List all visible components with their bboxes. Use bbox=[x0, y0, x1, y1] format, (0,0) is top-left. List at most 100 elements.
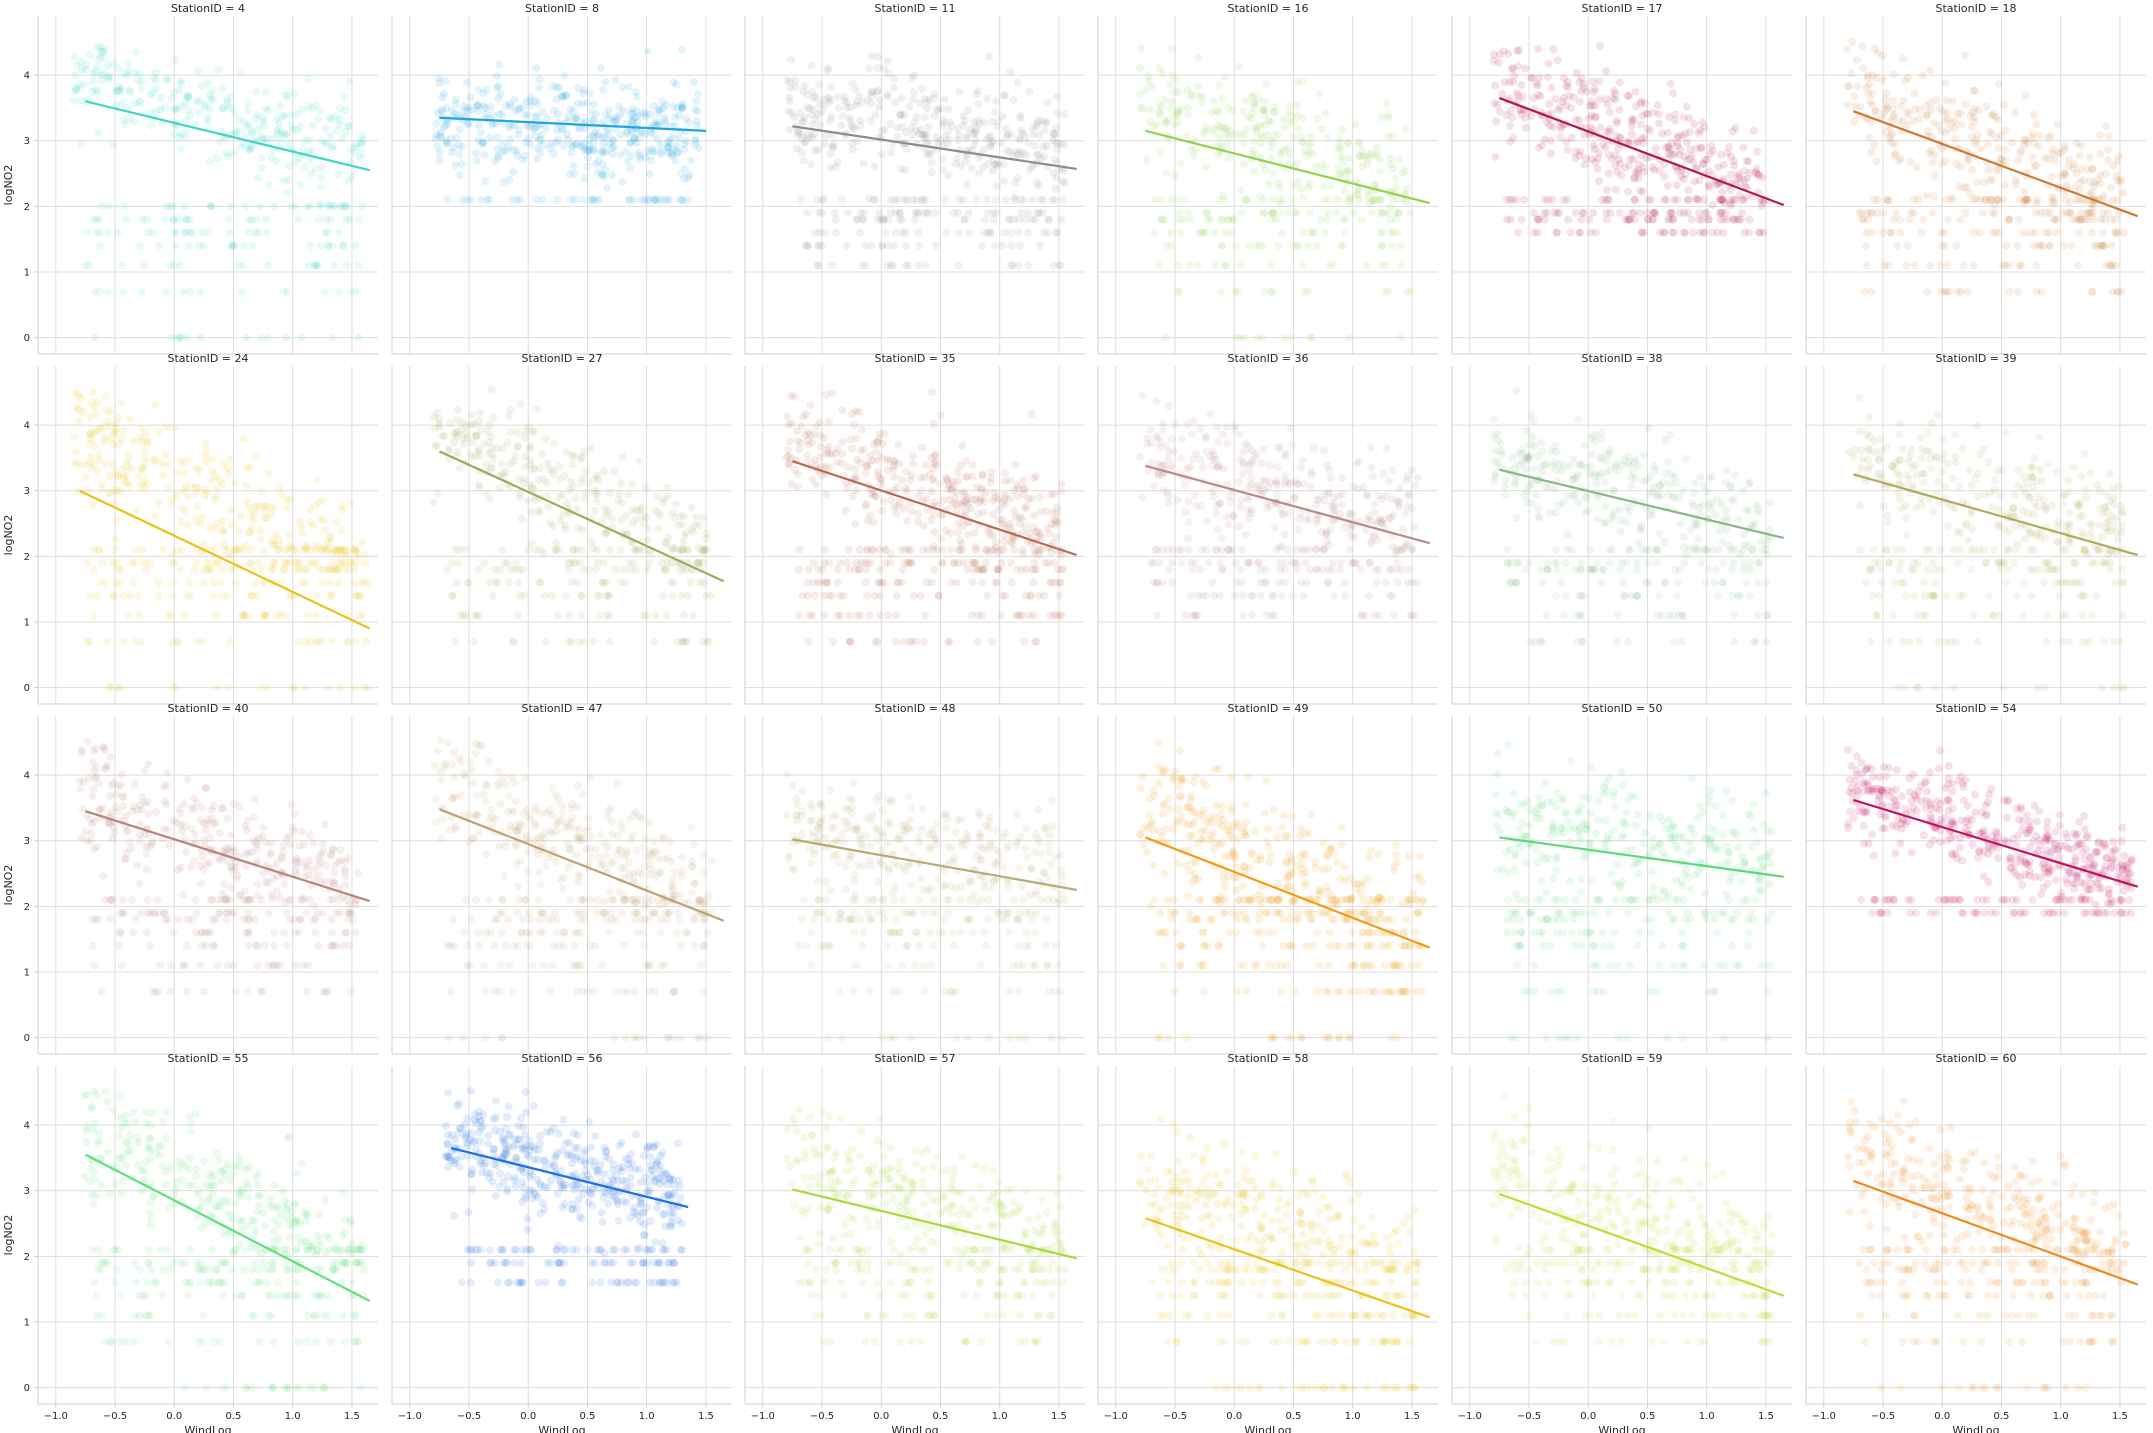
scatter-point bbox=[321, 215, 330, 224]
scatter-point bbox=[532, 113, 541, 121]
scatter-point bbox=[103, 637, 112, 646]
scatter-point bbox=[616, 110, 625, 119]
scatter-point bbox=[608, 137, 617, 146]
scatter-point bbox=[193, 502, 202, 511]
scatter-point bbox=[476, 451, 484, 460]
scatter-point bbox=[1612, 119, 1621, 128]
scatter-point bbox=[263, 135, 272, 144]
scatter-point bbox=[205, 105, 214, 114]
scatter-point bbox=[1366, 539, 1375, 548]
scatter-point bbox=[978, 611, 987, 620]
scatter-point bbox=[611, 76, 620, 85]
scatter-point bbox=[72, 84, 81, 93]
scatter-point bbox=[257, 333, 265, 342]
scatter-point bbox=[1259, 445, 1268, 454]
scatter-point bbox=[1552, 228, 1561, 237]
scatter-point bbox=[2014, 215, 2023, 224]
scatter-point bbox=[991, 241, 999, 250]
scatter-point bbox=[197, 82, 206, 91]
scatter-point bbox=[223, 98, 232, 107]
scatter-point bbox=[2072, 169, 2081, 178]
scatter-point bbox=[617, 498, 626, 507]
scatter-point bbox=[1562, 137, 1571, 146]
scatter-point bbox=[1961, 100, 1970, 109]
scatter-point bbox=[875, 565, 884, 574]
scatter-point bbox=[628, 518, 637, 527]
scatter-point bbox=[532, 64, 541, 73]
scatter-point bbox=[628, 117, 637, 126]
scatter-point bbox=[535, 508, 544, 517]
scatter-point bbox=[1323, 133, 1332, 142]
scatter-point bbox=[563, 499, 572, 508]
scatter-point bbox=[1668, 228, 1677, 237]
scatter-point bbox=[163, 423, 172, 432]
scatter-point bbox=[544, 502, 553, 511]
scatter-point bbox=[1270, 523, 1279, 532]
scatter-point bbox=[1266, 501, 1275, 510]
scatter-point bbox=[1694, 129, 1703, 137]
scatter-point bbox=[1663, 181, 1672, 190]
scatter-point bbox=[1007, 578, 1016, 587]
scatter-point bbox=[2060, 241, 2069, 250]
scatter-point bbox=[933, 138, 942, 147]
scatter-point bbox=[1888, 96, 1897, 105]
scatter-point bbox=[283, 287, 292, 296]
scatter-point bbox=[693, 122, 702, 130]
scatter-point bbox=[1626, 215, 1635, 224]
scatter-point bbox=[193, 637, 202, 646]
scatter-point bbox=[227, 520, 236, 529]
scatter-point bbox=[2085, 177, 2094, 186]
scatter-point bbox=[1896, 228, 1905, 237]
scatter-point bbox=[231, 545, 240, 554]
scatter-point bbox=[246, 143, 255, 152]
scatter-point bbox=[227, 202, 236, 211]
scatter-point bbox=[603, 184, 612, 193]
facet-panel: StationID = 11 bbox=[744, 2, 1085, 355]
scatter-point bbox=[1168, 578, 1177, 587]
scatter-point bbox=[1937, 287, 1946, 296]
scatter-point bbox=[239, 261, 248, 270]
scatter-point bbox=[1509, 133, 1518, 142]
scatter-point bbox=[2011, 180, 2020, 189]
scatter-point bbox=[1651, 144, 1660, 153]
scatter-point bbox=[1404, 490, 1413, 499]
scatter-point bbox=[486, 133, 495, 142]
scatter-point bbox=[115, 472, 123, 481]
scatter-point bbox=[73, 61, 82, 70]
scatter-point bbox=[301, 683, 310, 692]
scatter-point bbox=[97, 76, 106, 85]
scatter-point bbox=[1137, 103, 1145, 112]
scatter-point bbox=[292, 126, 301, 135]
scatter-point bbox=[320, 287, 329, 296]
scatter-point bbox=[479, 101, 488, 110]
scatter-point bbox=[517, 515, 526, 523]
scatter-point bbox=[979, 163, 988, 172]
scatter-point bbox=[1019, 485, 1028, 494]
scatter-point bbox=[1050, 155, 1059, 164]
scatter-point bbox=[908, 131, 917, 140]
scatter-point bbox=[584, 478, 593, 487]
scatter-point bbox=[2075, 151, 2084, 160]
scatter-point bbox=[115, 439, 124, 448]
scatter-point bbox=[1596, 42, 1604, 51]
scatter-point bbox=[1993, 195, 2002, 204]
scatter-point bbox=[146, 108, 155, 117]
scatter-point bbox=[1504, 49, 1513, 58]
scatter-point bbox=[1036, 195, 1045, 204]
scatter-point bbox=[569, 452, 578, 461]
scatter-point bbox=[1182, 131, 1191, 140]
scatter-point bbox=[99, 69, 108, 78]
scatter-point bbox=[1222, 423, 1231, 431]
scatter-point bbox=[1340, 578, 1349, 587]
scatter-point bbox=[992, 565, 1001, 574]
scatter-point bbox=[328, 241, 337, 250]
scatter-point bbox=[505, 175, 514, 184]
scatter-point bbox=[699, 513, 708, 522]
scatter-point bbox=[838, 406, 847, 415]
scatter-point bbox=[561, 524, 570, 533]
scatter-point bbox=[334, 170, 343, 179]
scatter-point bbox=[1043, 98, 1052, 107]
scatter-point bbox=[433, 108, 442, 117]
scatter-point bbox=[971, 545, 980, 554]
